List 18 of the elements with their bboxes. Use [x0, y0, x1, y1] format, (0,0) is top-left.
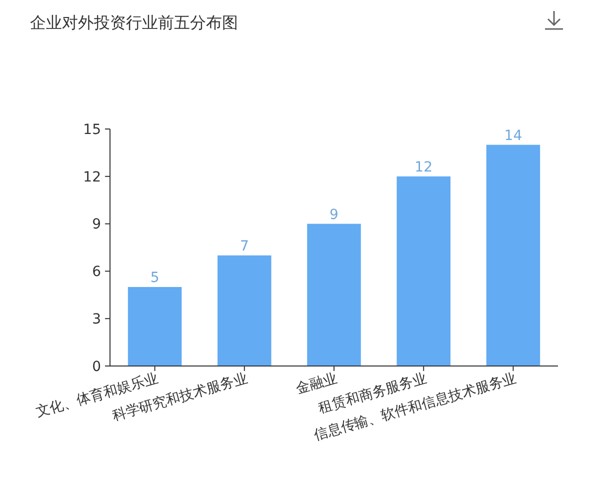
data-label: 14 — [504, 128, 522, 144]
data-label: 12 — [414, 159, 433, 176]
bar — [218, 255, 272, 366]
y-tick-label: 15 — [83, 122, 101, 138]
bar — [307, 224, 361, 366]
y-tick-label: 9 — [92, 216, 101, 233]
y-tick-label: 6 — [92, 264, 102, 280]
bar — [128, 287, 182, 366]
data-label: 5 — [150, 270, 160, 286]
chart-title: 企业对外投资行业前五分布图 — [30, 13, 238, 32]
y-tick-label: 0 — [92, 358, 101, 375]
y-tick-label: 12 — [83, 169, 101, 186]
data-label: 7 — [240, 238, 249, 254]
y-tick-label: 3 — [92, 312, 101, 328]
data-label: 9 — [330, 206, 338, 223]
bar — [486, 144, 540, 366]
bar — [396, 176, 450, 366]
x-tick-label: 金融业 — [294, 370, 340, 398]
